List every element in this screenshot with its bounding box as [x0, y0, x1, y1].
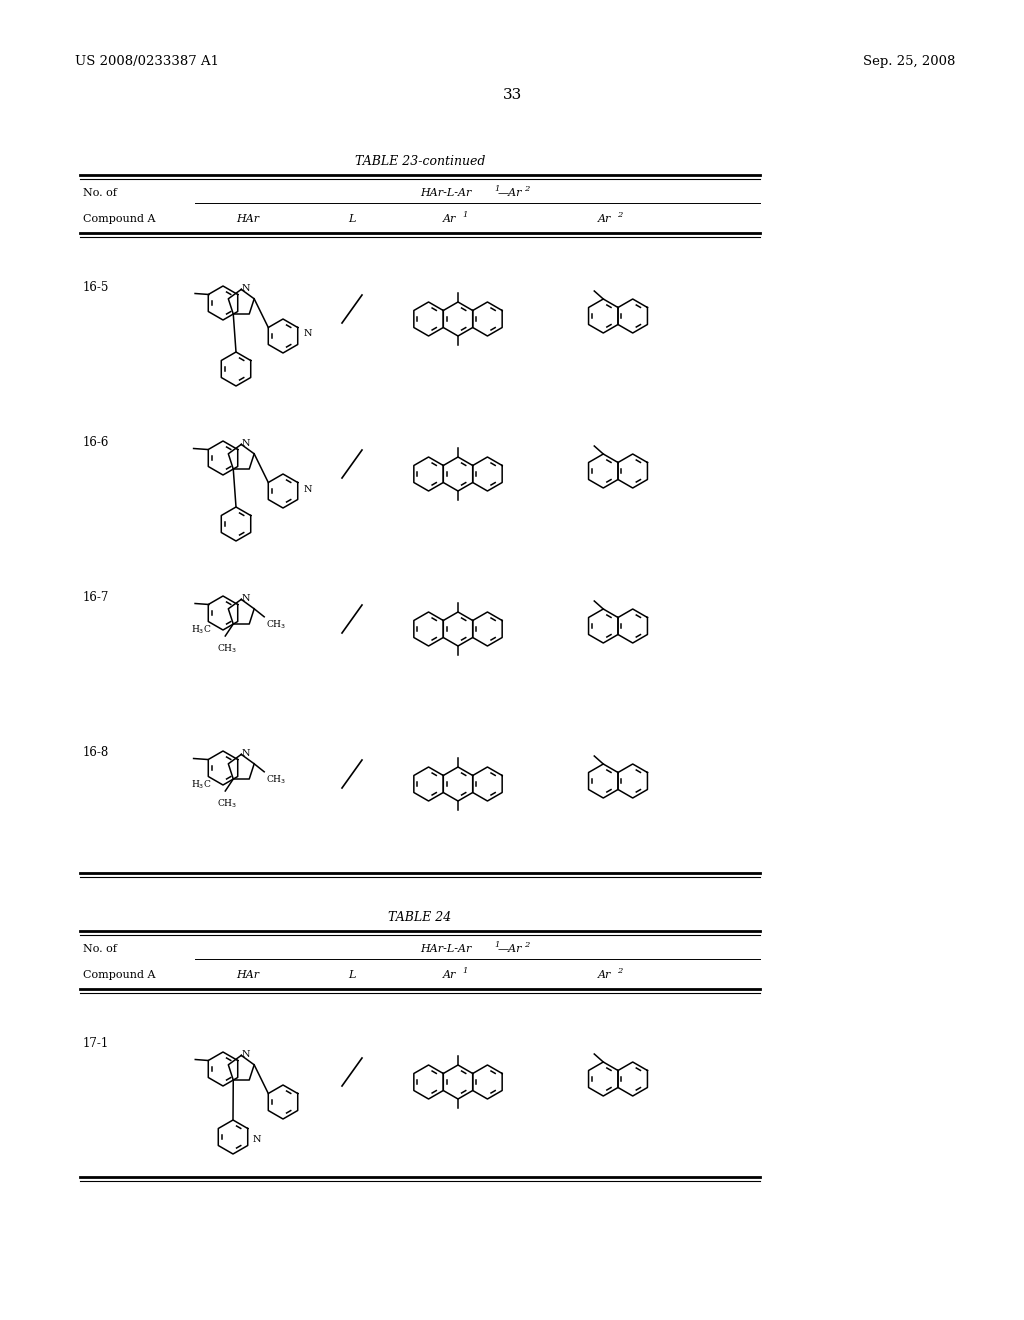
Text: US 2008/0233387 A1: US 2008/0233387 A1	[75, 55, 219, 69]
Text: No. of: No. of	[83, 187, 117, 198]
Text: N: N	[242, 438, 251, 447]
Text: 16-5: 16-5	[83, 281, 110, 294]
Text: 2: 2	[617, 211, 623, 219]
Text: Ar: Ar	[598, 214, 611, 224]
Text: CH$_3$: CH$_3$	[217, 797, 238, 809]
Text: 1: 1	[494, 185, 500, 193]
Text: CH$_3$: CH$_3$	[266, 774, 287, 787]
Text: Compound A: Compound A	[83, 970, 156, 979]
Text: L: L	[348, 970, 355, 979]
Text: N: N	[304, 330, 312, 338]
Text: TABLE 24: TABLE 24	[388, 911, 452, 924]
Text: H$_3$C: H$_3$C	[190, 624, 211, 636]
Text: Compound A: Compound A	[83, 214, 156, 224]
Text: Ar: Ar	[598, 970, 611, 979]
Text: 2: 2	[617, 968, 623, 975]
Text: H$_3$C: H$_3$C	[190, 779, 211, 791]
Text: 1: 1	[494, 941, 500, 949]
Text: Sep. 25, 2008: Sep. 25, 2008	[862, 55, 955, 69]
Text: 33: 33	[503, 88, 521, 102]
Text: 16-7: 16-7	[83, 591, 110, 605]
Text: HAr-L-Ar: HAr-L-Ar	[420, 944, 471, 954]
Text: —Ar: —Ar	[498, 187, 522, 198]
Text: CH$_3$: CH$_3$	[266, 619, 287, 631]
Text: N: N	[253, 1135, 261, 1144]
Text: TABLE 23-continued: TABLE 23-continued	[354, 154, 485, 168]
Text: —Ar: —Ar	[498, 944, 522, 954]
Text: HAr: HAr	[237, 214, 259, 224]
Text: N: N	[242, 284, 251, 293]
Text: N: N	[304, 484, 312, 494]
Text: 16-6: 16-6	[83, 436, 110, 449]
Text: L: L	[348, 214, 355, 224]
Text: HAr: HAr	[237, 970, 259, 979]
Text: HAr-L-Ar: HAr-L-Ar	[420, 187, 471, 198]
Text: Ar: Ar	[443, 970, 457, 979]
Text: 2: 2	[524, 185, 529, 193]
Text: 1: 1	[462, 211, 467, 219]
Text: N: N	[242, 594, 251, 603]
Text: Ar: Ar	[443, 214, 457, 224]
Text: 16-8: 16-8	[83, 746, 110, 759]
Text: CH$_3$: CH$_3$	[217, 642, 238, 655]
Text: 1: 1	[462, 968, 467, 975]
Text: N: N	[242, 748, 251, 758]
Text: No. of: No. of	[83, 944, 117, 954]
Text: N: N	[242, 1049, 251, 1059]
Text: 2: 2	[524, 941, 529, 949]
Text: 17-1: 17-1	[83, 1038, 110, 1049]
